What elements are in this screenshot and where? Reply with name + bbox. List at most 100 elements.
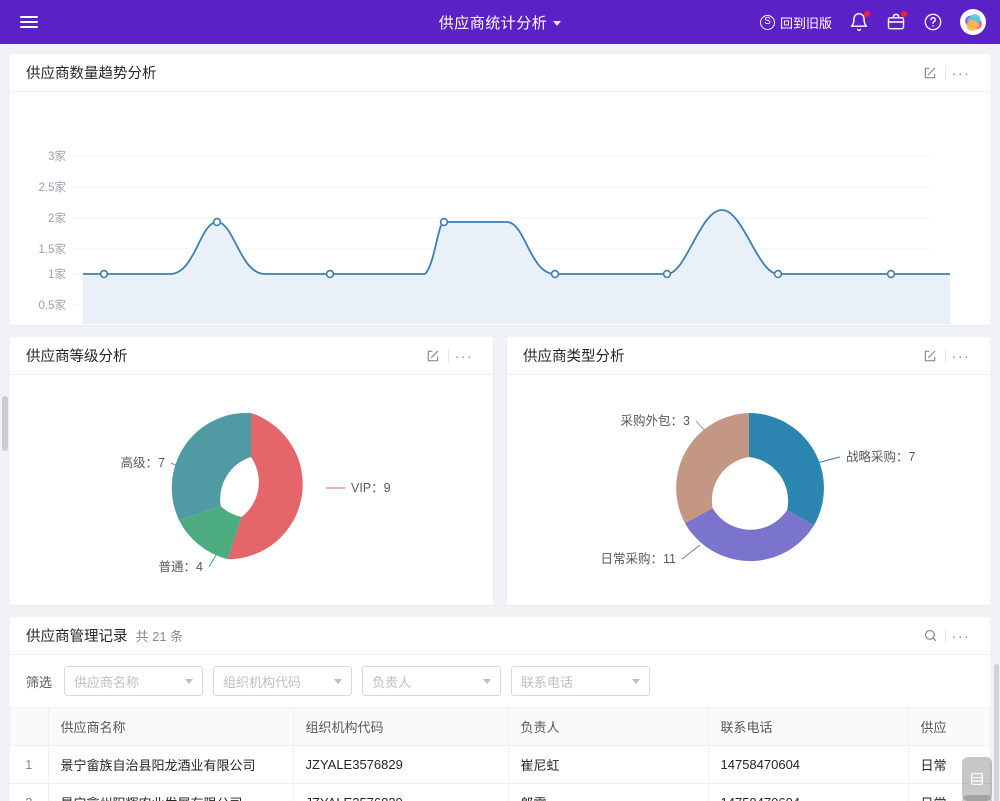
donut-slice-daily	[684, 508, 814, 562]
chevron-down-icon	[553, 20, 562, 26]
left-scrollbar-thumb[interactable]	[2, 396, 8, 451]
back-to-old-version-button[interactable]: S 回到旧版	[759, 13, 832, 32]
donut-segments	[675, 413, 824, 562]
grade-donut-svg: VIP：9 高级：7 普通：4	[120, 412, 391, 574]
column-phone[interactable]: 联系电话	[708, 708, 909, 746]
supplier-type-card: 供应商类型分析 ···	[507, 337, 990, 605]
table-header: 供应商名称 组织机构代码 负责人 联系电话 供应	[10, 708, 990, 746]
chevron-down-icon	[483, 678, 492, 684]
line-chart-svg: 3家 2.5家 2家 1.5家 1家 0.5家 0家	[39, 149, 950, 354]
row-phone: 14758470604	[708, 783, 909, 801]
filter-phone[interactable]: 联系电话	[511, 666, 651, 696]
svg-text:2.5家: 2.5家	[39, 180, 67, 194]
more-icon[interactable]: ···	[951, 627, 971, 644]
row-org-code: JZYALE3576829	[293, 745, 509, 784]
supplier-trend-card-header: 供应商数量趋势分析 ···	[10, 54, 990, 92]
supplier-records-title: 供应商管理记录	[26, 629, 128, 645]
expand-icon[interactable]	[915, 60, 945, 86]
filter-org-code[interactable]: 组织机构代码	[213, 666, 353, 696]
donut-slice-normal	[178, 506, 242, 560]
row-supplier-type: 日常	[908, 783, 990, 801]
svg-text:1.5家: 1.5家	[39, 242, 67, 256]
donut-label-senior: 高级：7	[120, 455, 165, 470]
donut-label-vip: VIP：9	[351, 481, 391, 495]
supplier-type-chart: 战略采购：7 日常采购：11 采购外包：3	[507, 375, 990, 604]
panel-toggle-icon-secondary[interactable]	[962, 795, 992, 801]
action-divider	[945, 628, 946, 643]
supplier-grade-title: 供应商等级分析	[26, 349, 128, 365]
action-divider	[945, 65, 946, 80]
more-icon[interactable]: ···	[951, 347, 971, 364]
donut-slice-vip	[227, 413, 303, 560]
row-index: 2	[10, 783, 49, 801]
donut-segments	[171, 412, 303, 560]
type-donut-svg: 战略采购：7 日常采购：11 采购外包：3	[600, 413, 915, 566]
top-bar-actions: S 回到旧版	[759, 9, 986, 35]
dollar-circle-icon: S	[759, 14, 775, 30]
chart-area-fill	[83, 210, 950, 335]
column-supplier-name[interactable]: 供应商名称	[48, 708, 294, 746]
chevron-down-icon	[185, 678, 194, 684]
supplier-records-count: 共 21 条	[135, 629, 184, 644]
panel-toggle-icon[interactable]	[962, 757, 992, 801]
svg-text:2家: 2家	[48, 211, 66, 225]
briefcase-icon[interactable]	[886, 11, 907, 32]
action-divider	[448, 348, 449, 363]
supplier-records-header: 供应商管理记录 共 21 条 ···	[10, 617, 990, 655]
row-org-code: JZYALE3576829	[293, 783, 509, 801]
hamburger-icon[interactable]	[20, 13, 38, 31]
donut-label-outsourcing: 采购外包：3	[620, 413, 690, 428]
bell-icon[interactable]	[849, 11, 870, 32]
column-owner[interactable]: 负责人	[508, 708, 709, 746]
supplier-records-card: 供应商管理记录 共 21 条 ··· 筛选 供应商名称 组织机构代码	[10, 617, 990, 801]
filter-org-code-value: 组织机构代码	[223, 674, 302, 690]
leader-line-strategic	[816, 456, 840, 464]
donut-label-normal: 普通：4	[158, 560, 203, 574]
row-owner: 郎露	[508, 783, 709, 801]
donut-slice-strategic	[748, 413, 824, 526]
search-icon[interactable]	[915, 623, 945, 649]
page-title: 供应商统计分析	[438, 14, 548, 32]
leader-line-senior	[170, 462, 189, 472]
action-divider	[945, 348, 946, 363]
filter-phone-value: 联系电话	[521, 674, 574, 690]
supplier-grade-card: 供应商等级分析 ···	[10, 337, 493, 605]
filter-bar: 筛选 供应商名称 组织机构代码 负责人 联系电话	[10, 655, 990, 708]
expand-icon[interactable]	[915, 343, 945, 369]
leader-line-daily	[681, 544, 700, 560]
expand-icon[interactable]	[418, 343, 448, 369]
briefcase-badge	[901, 11, 907, 17]
filter-label: 筛选	[26, 674, 53, 690]
column-supplier-type[interactable]: 供应	[908, 708, 990, 746]
bell-badge	[864, 11, 870, 17]
filter-supplier-name-value: 供应商名称	[74, 674, 140, 690]
page-content: 供应商数量趋势分析 ···	[0, 44, 1000, 801]
leader-line-outsourcing	[695, 420, 709, 436]
pie-charts-row: 供应商等级分析 ···	[10, 337, 990, 605]
chart-data-points	[99, 217, 896, 279]
supplier-type-title: 供应商类型分析	[523, 349, 625, 365]
supplier-trend-chart: 3家 2.5家 2家 1.5家 1家 0.5家 0家	[10, 92, 990, 354]
more-icon[interactable]: ···	[454, 347, 474, 364]
filter-owner[interactable]: 负责人	[362, 666, 502, 696]
table-row[interactable]: 1 景宁畲族自治县阳龙酒业有限公司 JZYALE3576829 崔尼虹 1475…	[10, 745, 990, 784]
table-row[interactable]: 2 景宁畲州阳辉农业发展有限公司 JZYALE3576829 郎露 147584…	[10, 783, 990, 801]
supplier-type-card-header: 供应商类型分析 ···	[507, 337, 990, 375]
row-supplier-name: 景宁畲族自治县阳龙酒业有限公司	[48, 745, 294, 784]
supplier-grade-chart: VIP：9 高级：7 普通：4	[10, 375, 493, 604]
donut-slice-senior	[171, 412, 251, 521]
user-avatar[interactable]	[960, 9, 986, 35]
back-to-old-version-label: 回到旧版	[779, 15, 832, 31]
column-org-code[interactable]: 组织机构代码	[293, 708, 509, 746]
supplier-records-table: 供应商名称 组织机构代码 负责人 联系电话 供应 1 景宁畲族自治县阳龙酒业有限…	[10, 708, 990, 801]
right-scrollbar-thumb[interactable]	[994, 664, 999, 801]
svg-text:3家: 3家	[48, 149, 66, 163]
question-circle-icon[interactable]	[923, 12, 943, 32]
page-title-dropdown[interactable]: 供应商统计分析	[439, 12, 562, 33]
donut-label-daily: 日常采购：11	[600, 551, 676, 566]
more-icon[interactable]: ···	[951, 64, 971, 81]
filter-supplier-name[interactable]: 供应商名称	[64, 666, 204, 696]
row-supplier-name: 景宁畲州阳辉农业发展有限公司	[48, 783, 294, 801]
row-phone: 14758470604	[708, 745, 909, 784]
supplier-trend-card: 供应商数量趋势分析 ···	[10, 54, 990, 354]
